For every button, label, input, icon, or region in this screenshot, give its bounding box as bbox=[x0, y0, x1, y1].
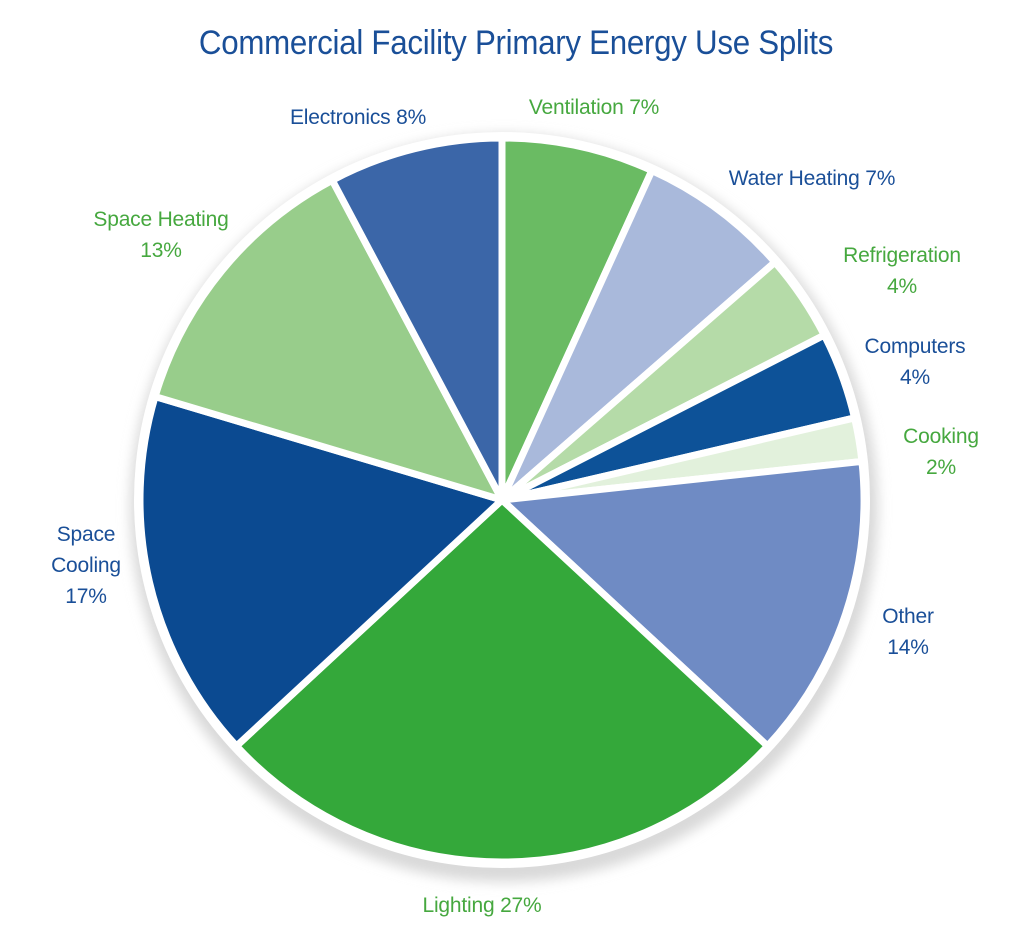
label-line: Refrigeration bbox=[843, 244, 961, 267]
slice-electronics bbox=[328, 134, 506, 504]
label-line: 4% bbox=[900, 366, 930, 389]
label-other-14-: Other 14% bbox=[882, 605, 934, 659]
label-line: Electronics 8% bbox=[290, 106, 426, 129]
label-water-heating-7-: Water Heating 7% bbox=[729, 167, 895, 190]
label-line: Computers bbox=[865, 335, 966, 358]
label-cooking-2-: Cooking 2% bbox=[903, 425, 979, 479]
slice-space-heating bbox=[151, 176, 506, 504]
label-line: 17% bbox=[65, 585, 106, 608]
slice-water-heating bbox=[498, 167, 779, 504]
label-refrigeration-4-: Refrigeration 4% bbox=[843, 244, 961, 298]
label-line: Space bbox=[57, 523, 116, 546]
label-line: 4% bbox=[887, 275, 917, 298]
slice-lighting bbox=[232, 496, 772, 866]
label-line: 13% bbox=[140, 239, 181, 262]
label-line: Cooking bbox=[903, 425, 979, 448]
label-line: 2% bbox=[926, 456, 956, 479]
slice-other bbox=[498, 457, 868, 750]
label-line: Other bbox=[882, 605, 934, 628]
label-line: Ventilation 7% bbox=[529, 96, 659, 119]
label-line: Cooling bbox=[51, 554, 121, 577]
label-ventilation-7-: Ventilation 7% bbox=[529, 96, 659, 119]
label-space-cooling-17-: Space Cooling 17% bbox=[51, 523, 121, 608]
label-line: Lighting 27% bbox=[422, 894, 541, 917]
label-computers-4-: Computers 4% bbox=[865, 335, 966, 389]
label-electronics-8-: Electronics 8% bbox=[290, 106, 426, 129]
chart-title: Commercial Facility Primary Energy Use S… bbox=[198, 24, 834, 62]
slice-labels: Electronics 8% Ventilation 7% Water Heatin… bbox=[51, 96, 979, 917]
label-line: Space Heating bbox=[93, 208, 228, 231]
label-lighting-27-: Lighting 27% bbox=[422, 894, 541, 917]
label-line: 14% bbox=[887, 636, 928, 659]
label-line: Water Heating 7% bbox=[729, 167, 895, 190]
pie-slices bbox=[136, 134, 868, 866]
slice-space-cooling bbox=[136, 393, 506, 750]
label-space-heating-13-: Space Heating 13% bbox=[93, 208, 228, 262]
